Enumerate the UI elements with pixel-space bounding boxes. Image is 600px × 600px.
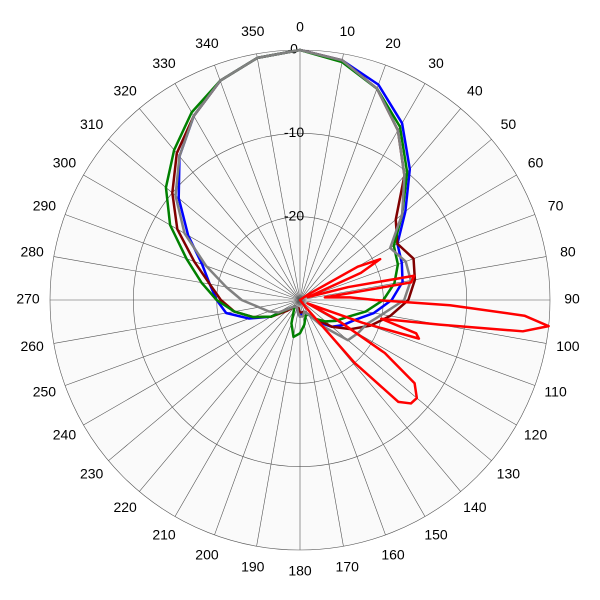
angle-label: 190 xyxy=(241,559,265,575)
spoke xyxy=(174,83,301,301)
angle-label: 40 xyxy=(467,82,483,98)
spoke xyxy=(83,174,301,301)
angle-label: 100 xyxy=(556,338,580,354)
angle-label: 30 xyxy=(428,55,444,71)
spoke xyxy=(299,108,461,301)
spoke xyxy=(83,299,301,426)
r-tick-label: -20 xyxy=(284,207,304,223)
angle-label: 160 xyxy=(381,546,405,562)
angle-label: 340 xyxy=(195,35,219,51)
angle-label: 10 xyxy=(339,23,355,39)
angle-label: 270 xyxy=(16,291,40,307)
angle-label: 50 xyxy=(501,116,517,132)
spoke xyxy=(299,256,547,301)
angle-label: 350 xyxy=(241,23,265,39)
angle-label: 120 xyxy=(524,427,548,443)
angle-label: 260 xyxy=(20,338,44,354)
ring xyxy=(133,133,467,467)
spoke xyxy=(299,299,386,536)
angle-label: 250 xyxy=(33,384,57,400)
series-line xyxy=(164,48,409,339)
angle-label: 60 xyxy=(528,155,544,171)
spoke xyxy=(299,214,536,301)
angle-label: 80 xyxy=(560,243,576,259)
spoke xyxy=(139,108,301,301)
angle-label: 240 xyxy=(53,427,77,443)
angle-label: 180 xyxy=(288,563,312,579)
angle-label: 210 xyxy=(152,526,176,542)
spoke xyxy=(174,299,301,517)
spoke xyxy=(214,64,301,301)
angle-label: 230 xyxy=(80,466,104,482)
series-line xyxy=(298,257,550,405)
spoke xyxy=(256,299,301,547)
spoke xyxy=(108,299,301,461)
spoke xyxy=(299,299,344,547)
spoke xyxy=(299,64,386,301)
spoke xyxy=(53,256,301,301)
spoke xyxy=(299,53,344,301)
angle-label: 20 xyxy=(385,35,401,51)
angle-label: 320 xyxy=(113,82,137,98)
angle-label: 140 xyxy=(463,499,487,515)
angle-label: 290 xyxy=(33,198,57,214)
angle-label: 150 xyxy=(424,526,448,542)
angle-label: 110 xyxy=(544,384,567,400)
angle-label: 310 xyxy=(80,116,104,132)
spoke xyxy=(64,214,301,301)
angle-label: 90 xyxy=(564,291,580,307)
spoke xyxy=(299,83,426,301)
spoke xyxy=(108,139,301,301)
angle-label: 330 xyxy=(152,55,176,71)
series-line xyxy=(171,48,417,331)
spoke xyxy=(214,299,301,536)
spoke xyxy=(139,299,301,492)
angle-label: 200 xyxy=(195,546,219,562)
spoke xyxy=(64,299,301,386)
spoke xyxy=(299,299,426,517)
r-tick-label: -10 xyxy=(284,124,304,140)
spoke xyxy=(256,53,301,301)
r-tick-label: 0 xyxy=(290,41,298,57)
angle-label: 280 xyxy=(20,243,44,259)
angle-label: 220 xyxy=(113,499,137,515)
series-line xyxy=(174,48,413,342)
angle-label: 170 xyxy=(336,559,360,575)
angle-label: 70 xyxy=(548,198,564,214)
angle-label: 300 xyxy=(53,155,77,171)
angle-label: 130 xyxy=(497,466,521,482)
angle-label: 0 xyxy=(296,19,304,35)
